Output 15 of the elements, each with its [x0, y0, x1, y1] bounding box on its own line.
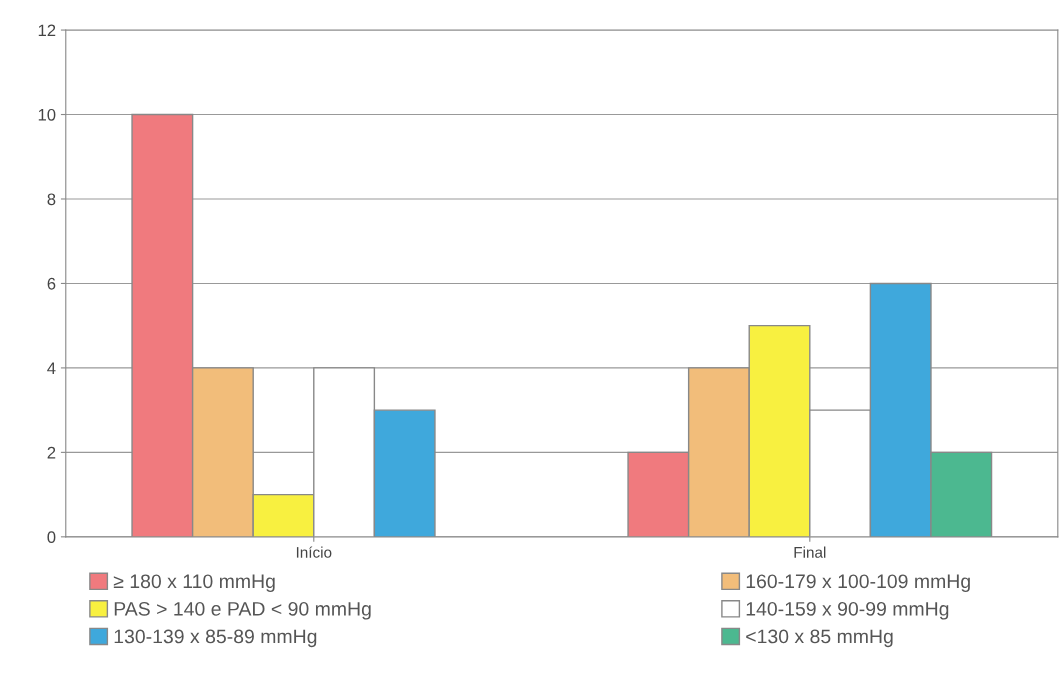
y-tick-label: 4	[47, 362, 56, 374]
y-tick-label: 6	[47, 277, 56, 290]
x-tick-label: Início	[296, 546, 332, 558]
legend-label: PAS > 140 e PAD < 90 mmHg	[114, 601, 371, 620]
legend-label: 130-139 x 85-89 mmHg	[114, 629, 317, 648]
legend-label: 160-179 x 100-109 mmHg	[746, 574, 970, 593]
legend-label: ≥ 180 x 110 mmHg	[113, 574, 275, 593]
y-tick-label: 2	[47, 446, 56, 459]
y-tick-label: 0	[47, 531, 56, 544]
x-tick-label: Final	[794, 546, 826, 558]
legend-label: <130 x 85 mmHg	[746, 629, 893, 648]
y-tick-label: 10	[38, 108, 56, 121]
y-tick-label: 12	[38, 24, 56, 37]
legend-label: 140-159 x 90-99 mmHg	[746, 601, 949, 620]
y-tick-label: 8	[47, 193, 56, 206]
